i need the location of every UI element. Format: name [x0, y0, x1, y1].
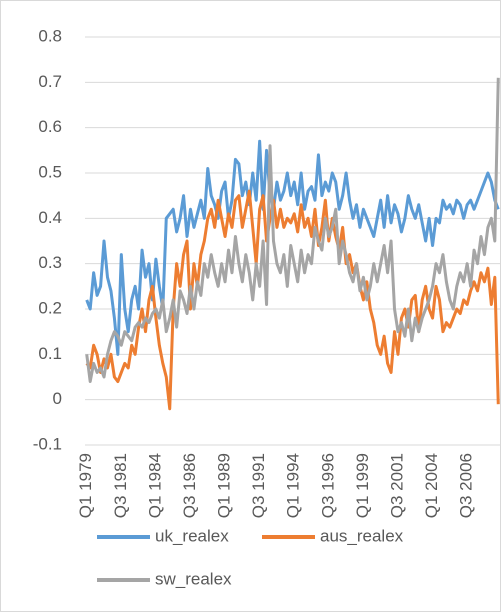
y-tick-label: 0.4	[38, 208, 62, 227]
x-tick-label: Q1 1984	[145, 453, 164, 518]
x-tick-label: Q3 1981	[111, 453, 130, 518]
legend-label: sw_realex	[155, 569, 232, 588]
y-tick-label: 0.3	[38, 253, 62, 272]
x-tick-label: Q3 2001	[387, 453, 406, 518]
x-tick-label: Q1 2004	[422, 453, 441, 518]
x-tick-label: Q1 1989	[215, 453, 234, 518]
x-tick-label: Q1 1999	[353, 453, 372, 518]
x-tick-label: Q3 1986	[180, 453, 199, 518]
data-line	[85, 189, 500, 411]
legend-label: aus_realex	[320, 526, 404, 545]
y-tick-label: 0	[53, 389, 62, 408]
legend-label: uk_realex	[155, 526, 229, 545]
data-line	[85, 77, 500, 384]
x-tick-label: Q3 2006	[457, 453, 476, 518]
y-tick-label: -0.1	[33, 434, 62, 453]
x-tick-label: Q1 1979	[76, 453, 95, 518]
y-tick-label: 0.5	[38, 162, 62, 181]
x-tick-label: Q1 1994	[284, 453, 303, 518]
x-tick-label: Q3 1996	[318, 453, 337, 518]
y-tick-label: 0.7	[38, 72, 62, 91]
data-line	[85, 139, 500, 356]
y-tick-label: 0.8	[38, 26, 62, 45]
y-tick-label: 0.2	[38, 298, 62, 317]
y-tick-label: 0.6	[38, 117, 62, 136]
y-tick-label: 0.1	[38, 344, 62, 363]
x-tick-label: Q3 1991	[249, 453, 268, 518]
